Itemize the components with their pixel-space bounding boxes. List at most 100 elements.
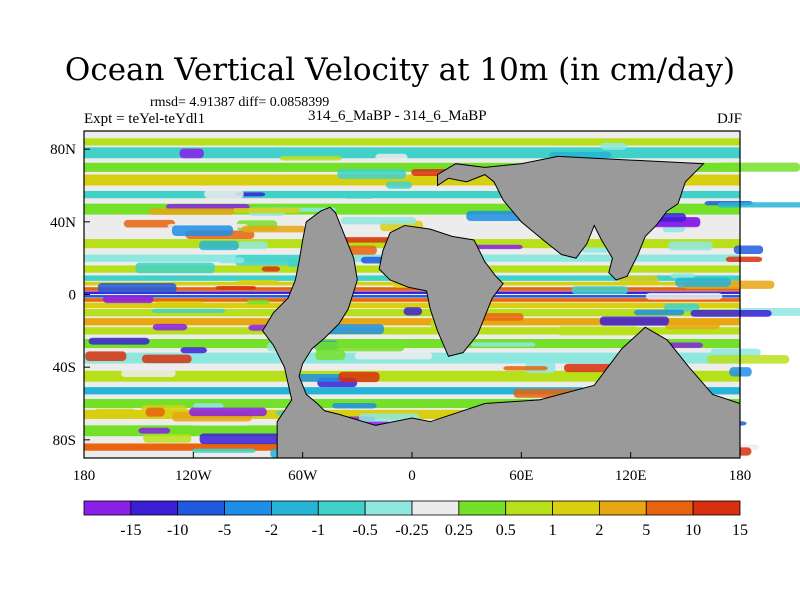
- colorbar-swatch: [177, 500, 225, 516]
- field-patch: [733, 245, 764, 254]
- field-patch: [143, 434, 192, 443]
- colorbar-label: 1: [549, 522, 557, 539]
- field-band: [84, 398, 740, 409]
- colorbar-swatch: [599, 500, 647, 516]
- stats-label: rmsd= 4.91387 diff= 0.0858399: [150, 95, 330, 110]
- field-patch: [199, 240, 239, 251]
- field-band: [84, 174, 740, 186]
- plot-area: [83, 130, 800, 459]
- field-patch: [600, 142, 628, 150]
- x-tick-label: 120E: [615, 468, 647, 484]
- x-tick-label: 180: [73, 468, 96, 484]
- colorbar-label: -15: [120, 522, 141, 539]
- land-west: [261, 206, 741, 459]
- field-patch: [217, 257, 245, 264]
- field-band: [84, 302, 740, 309]
- field-patch: [403, 307, 423, 316]
- field-patch: [662, 225, 685, 233]
- land-africa: [378, 224, 504, 357]
- field-patch: [340, 217, 417, 225]
- field-patch: [571, 286, 629, 295]
- field-patch: [581, 247, 610, 253]
- field-patch: [332, 402, 377, 409]
- y-tick-label: 40S: [53, 360, 76, 376]
- field-patch: [690, 309, 772, 317]
- colorbar-swatch: [83, 500, 132, 516]
- field-patch: [618, 275, 659, 286]
- field-band: [84, 339, 740, 349]
- field-patch: [238, 241, 268, 250]
- axes: 180 120W 60W 0 60E 120E 180 80N 40N 0 40S 80S: [50, 142, 751, 484]
- colorbar-label: 0.5: [496, 522, 516, 539]
- field-patch: [468, 244, 523, 250]
- field-patch: [335, 204, 367, 215]
- field-patch: [171, 225, 234, 236]
- field-patch: [668, 241, 713, 251]
- colorbar-label: 15: [732, 522, 748, 539]
- chart-title: Ocean Vertical Velocity at 10m (in cm/da…: [64, 52, 736, 88]
- colorbar-swatch: [458, 500, 507, 516]
- x-tick-label: 60E: [509, 468, 533, 484]
- field-patch: [666, 342, 704, 348]
- field-patch: [477, 313, 524, 321]
- field-patch: [725, 256, 763, 263]
- field-patch: [155, 301, 204, 305]
- field-patch: [231, 208, 301, 214]
- field-patch: [719, 162, 800, 172]
- colorbar-label: -2: [265, 522, 278, 539]
- field-patch: [121, 369, 176, 378]
- field-patch: [166, 203, 250, 210]
- field-patch: [337, 169, 406, 180]
- field-patch: [315, 349, 346, 361]
- field-patch: [102, 295, 154, 304]
- field-patch: [375, 153, 408, 161]
- field-patch: [215, 285, 257, 290]
- field-band: [84, 387, 740, 395]
- colorbar-swatch: [692, 500, 741, 516]
- field-patch: [279, 155, 342, 161]
- field-patch: [189, 407, 267, 417]
- field-band: [84, 318, 740, 326]
- field-band: [84, 147, 740, 159]
- colorbar-label: -1: [312, 522, 325, 539]
- field-patch: [180, 347, 207, 354]
- colorbar-label: -10: [167, 522, 188, 539]
- field-patch: [665, 320, 720, 330]
- field-patch: [599, 316, 670, 326]
- field-patch: [148, 208, 235, 215]
- colorbar: -15 -10 -5 -2 -1 -0.5 -0.25 0.25 0.5 1 2 5 10 15: [83, 500, 748, 539]
- y-tick-label: 0: [69, 288, 77, 304]
- field-patch: [706, 355, 790, 364]
- colorbar-label: -5: [218, 522, 231, 539]
- field-band: [84, 327, 740, 335]
- field-band: [84, 291, 740, 294]
- field-patch: [670, 273, 695, 279]
- field-patch: [338, 371, 380, 383]
- x-tick-label: 60W: [288, 468, 318, 484]
- field-band: [84, 298, 740, 302]
- field-band: [84, 295, 740, 298]
- field-patch: [471, 342, 536, 347]
- field-patch: [141, 354, 192, 364]
- colorbar-swatch: [645, 500, 694, 516]
- field-patch: [645, 292, 723, 300]
- field-patch: [151, 308, 226, 313]
- colorbar-swatch: [271, 500, 319, 516]
- field-patch: [138, 427, 171, 434]
- field-patch: [717, 202, 800, 208]
- colorbar-label: 0.25: [445, 522, 473, 539]
- field-band: [84, 190, 740, 199]
- field-patch: [241, 225, 306, 233]
- x-tick-label: 180: [729, 468, 752, 484]
- field-patch: [204, 189, 244, 199]
- x-tick-label: 120W: [175, 468, 213, 484]
- field-patch: [145, 407, 165, 417]
- field-patch: [88, 337, 150, 345]
- field-patch: [123, 219, 176, 228]
- y-tick-label: 40N: [50, 215, 76, 231]
- colorbar-swatch: [505, 500, 553, 516]
- field-patch: [314, 341, 405, 352]
- field-patch: [199, 433, 287, 445]
- field-band: [84, 203, 740, 215]
